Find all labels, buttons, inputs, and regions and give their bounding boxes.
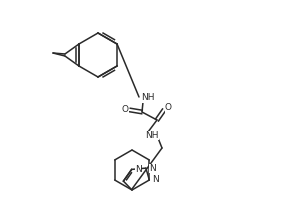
Text: NH: NH [141,94,155,102]
Text: N: N [135,165,141,174]
Text: N: N [152,176,159,184]
Text: O: O [122,106,128,114]
Text: O: O [164,104,172,112]
Text: N: N [149,164,156,173]
Text: NH: NH [145,130,159,140]
